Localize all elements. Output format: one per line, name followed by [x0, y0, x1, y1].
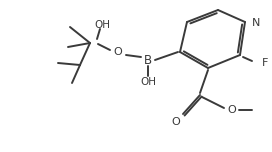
Text: B: B — [144, 54, 152, 67]
Text: OH: OH — [140, 77, 156, 87]
Text: O: O — [114, 47, 122, 57]
Text: OH: OH — [94, 20, 110, 30]
Text: O: O — [228, 105, 236, 115]
Text: O: O — [172, 117, 180, 127]
Text: F: F — [262, 58, 268, 68]
Text: N: N — [252, 18, 260, 28]
